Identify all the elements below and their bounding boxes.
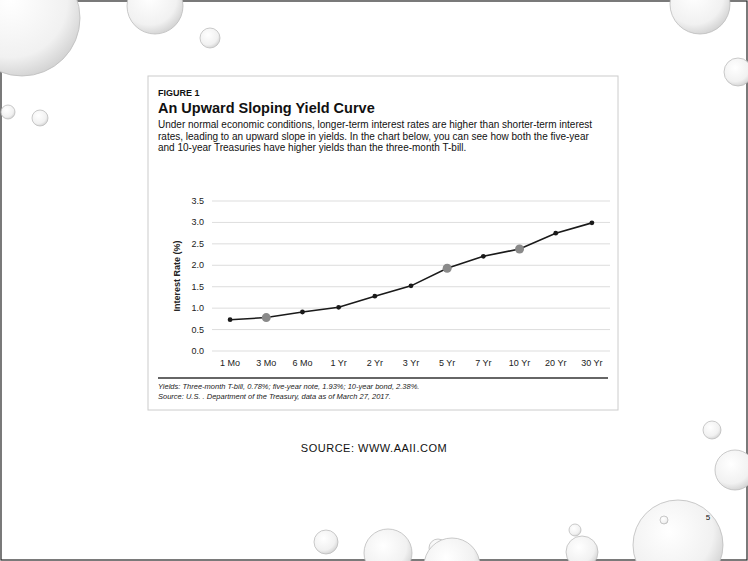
water-drop xyxy=(0,0,80,76)
chart-title: An Upward Sloping Yield Curve xyxy=(158,100,375,116)
y-tick-label: 0.0 xyxy=(191,346,204,356)
x-tick-label: 2 Yr xyxy=(367,358,383,368)
subtitle-line: and 10-year Treasuries have higher yield… xyxy=(158,142,466,153)
y-axis-title: Interest Rate (%) xyxy=(172,240,182,311)
figure-rule xyxy=(158,377,608,379)
highlight-point xyxy=(443,264,452,273)
x-tick-label: 3 Mo xyxy=(256,358,276,368)
water-drop xyxy=(314,530,338,554)
y-tick-label: 1.0 xyxy=(191,303,204,313)
x-tick-label: 30 Yr xyxy=(581,358,602,368)
water-drop xyxy=(127,0,183,34)
highlight-point xyxy=(515,245,524,254)
y-tick-label: 2.0 xyxy=(191,260,204,270)
x-tick-label: 10 Yr xyxy=(509,358,530,368)
water-drop xyxy=(364,529,412,561)
water-drop xyxy=(424,538,480,561)
slide-source: SOURCE: WWW.AAII.COM xyxy=(301,442,447,454)
water-drop xyxy=(703,421,721,439)
figure-label: FIGURE 1 xyxy=(158,88,200,98)
water-drop xyxy=(633,500,723,561)
data-point xyxy=(590,220,595,225)
y-tick-label: 2.5 xyxy=(191,239,204,249)
page-number: 5 xyxy=(706,513,711,522)
figure-note: Source: U.S. . Department of the Treasur… xyxy=(158,392,391,401)
figure-note: Yields: Three-month T-bill, 0.78%; five-… xyxy=(158,382,419,391)
page: {"slide": {"source": "SOURCE: WWW.AAII.C… xyxy=(0,0,748,561)
water-drop xyxy=(670,0,730,34)
data-point xyxy=(336,305,341,310)
water-drop xyxy=(724,58,748,86)
figure-panel xyxy=(148,76,618,410)
water-drop xyxy=(200,28,220,48)
x-tick-label: 7 Yr xyxy=(475,358,491,368)
grid-line xyxy=(212,308,610,309)
slide: FIGURE 1 An Upward Sloping Yield Curve Und… xyxy=(0,0,748,561)
plot-marks xyxy=(228,220,595,322)
yield-line xyxy=(230,223,592,320)
slide-background xyxy=(0,0,748,561)
y-tick-label: 1.5 xyxy=(191,282,204,292)
data-point xyxy=(228,317,233,322)
data-point xyxy=(372,294,377,299)
y-tick-label: 0.5 xyxy=(191,325,204,335)
grid-line xyxy=(212,351,610,352)
data-point xyxy=(481,254,486,259)
water-drop xyxy=(569,524,581,536)
highlight-point xyxy=(262,313,271,322)
subtitle-line: Under normal economic conditions, longer… xyxy=(158,119,592,130)
subtitle-line: rates, leading to an upward slope in yie… xyxy=(158,131,589,142)
x-tick-label: 20 Yr xyxy=(545,358,566,368)
x-tick-label: 6 Mo xyxy=(292,358,312,368)
grid-line xyxy=(212,265,610,266)
slide-border xyxy=(1,1,747,560)
data-point xyxy=(409,283,414,288)
y-tick-label: 3.5 xyxy=(191,196,204,206)
water-drop xyxy=(715,450,748,490)
grid-line xyxy=(212,243,610,244)
grid-line xyxy=(212,329,610,330)
water-drop xyxy=(566,536,598,561)
water-drop xyxy=(32,110,48,126)
y-tick-label: 3.0 xyxy=(191,217,204,227)
x-tick-label: 1 Mo xyxy=(220,358,240,368)
chart-subtitle: Under normal economic conditions, longer… xyxy=(158,119,592,153)
water-drop xyxy=(660,516,668,524)
grid-line xyxy=(212,222,610,223)
x-tick-label: 5 Yr xyxy=(439,358,455,368)
water-drop xyxy=(1,105,15,119)
grid-line xyxy=(212,201,610,202)
x-tick-label: 1 Yr xyxy=(330,358,346,368)
x-tick-label: 3 Yr xyxy=(403,358,419,368)
data-point xyxy=(300,310,305,315)
data-point xyxy=(553,231,558,236)
